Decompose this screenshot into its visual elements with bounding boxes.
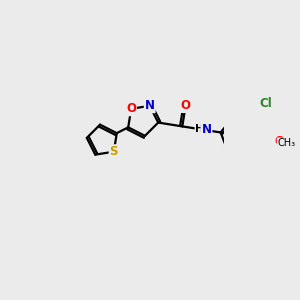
Text: H: H bbox=[195, 124, 204, 134]
Text: CH₃: CH₃ bbox=[277, 138, 296, 148]
Text: N: N bbox=[145, 99, 155, 112]
Text: O: O bbox=[126, 102, 136, 115]
Text: O: O bbox=[274, 135, 284, 148]
Text: Cl: Cl bbox=[260, 97, 272, 110]
Text: N: N bbox=[202, 123, 212, 136]
Text: S: S bbox=[110, 145, 118, 158]
Text: O: O bbox=[181, 99, 190, 112]
